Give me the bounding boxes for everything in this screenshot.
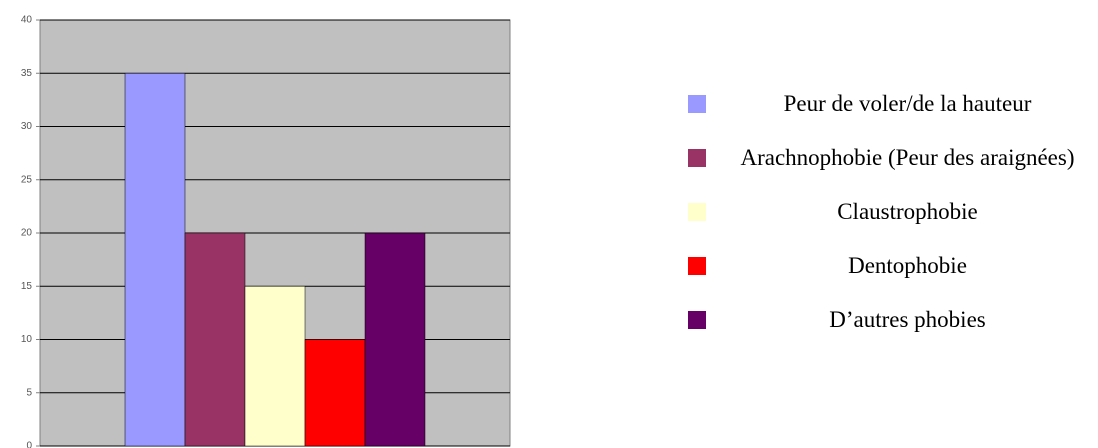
bar — [364, 232, 426, 447]
y-tick-label: 20 — [21, 228, 33, 239]
y-tick-label: 40 — [21, 15, 33, 26]
legend-label: Arachnophobie (Peur des araignées) — [740, 145, 1075, 170]
y-tick-label: 0 — [26, 441, 32, 448]
y-tick-label: 25 — [21, 174, 33, 185]
legend-label: Claustrophobie — [837, 199, 978, 224]
legend-swatch — [688, 311, 706, 329]
legend-label: D’autres phobies — [829, 307, 986, 332]
bar — [304, 339, 366, 447]
legend-item: Claustrophobie — [680, 185, 1090, 239]
y-tick-label: 35 — [21, 68, 33, 79]
legend-label: Peur de voler/de la hauteur — [783, 91, 1032, 116]
legend-swatch — [688, 149, 706, 167]
legend-item: Peur de voler/de la hauteur — [680, 77, 1090, 131]
y-tick-label: 10 — [21, 334, 33, 345]
bar — [244, 286, 306, 447]
legend-item: Arachnophobie (Peur des araignées) — [680, 131, 1090, 185]
y-tick-label: 5 — [26, 387, 32, 398]
legend-swatch — [688, 203, 706, 221]
legend-label: Dentophobie — [848, 253, 967, 278]
legend-item: Dentophobie — [680, 239, 1090, 293]
bar — [124, 73, 186, 447]
legend-item: D’autres phobies — [680, 293, 1090, 347]
legend: Peur de voler/de la hauteur Arachnophobie… — [680, 77, 1090, 347]
bar — [184, 232, 246, 447]
y-tick-label: 15 — [21, 281, 33, 292]
legend-swatch — [688, 257, 706, 275]
y-tick-label: 30 — [21, 121, 33, 132]
legend-swatch — [688, 95, 706, 113]
